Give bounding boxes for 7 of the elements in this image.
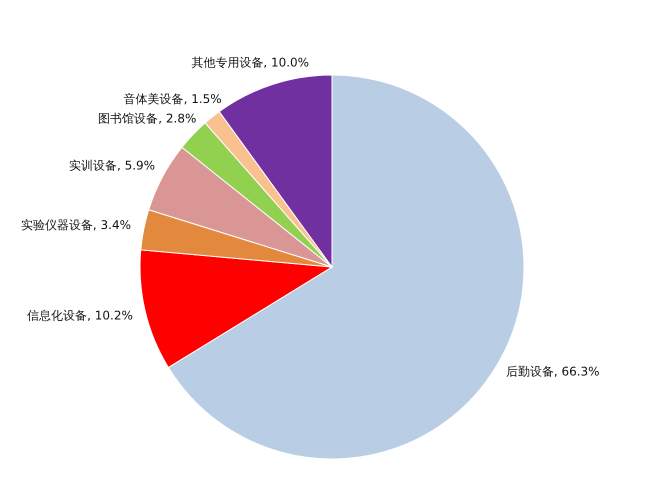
slice-label: 后勤设备, 66.3% bbox=[506, 363, 600, 380]
slice-label: 实验仪器设备, 3.4% bbox=[20, 216, 131, 234]
slice-label: 图书馆设备, 2.8% bbox=[98, 110, 196, 128]
slice-label: 其他专用设备, 10.0% bbox=[191, 54, 310, 72]
slice-label: 信息化设备, 10.2% bbox=[27, 308, 133, 325]
slice-label: 实训设备, 5.9% bbox=[68, 158, 156, 175]
slice-label: 音体美设备, 1.5% bbox=[124, 91, 222, 108]
